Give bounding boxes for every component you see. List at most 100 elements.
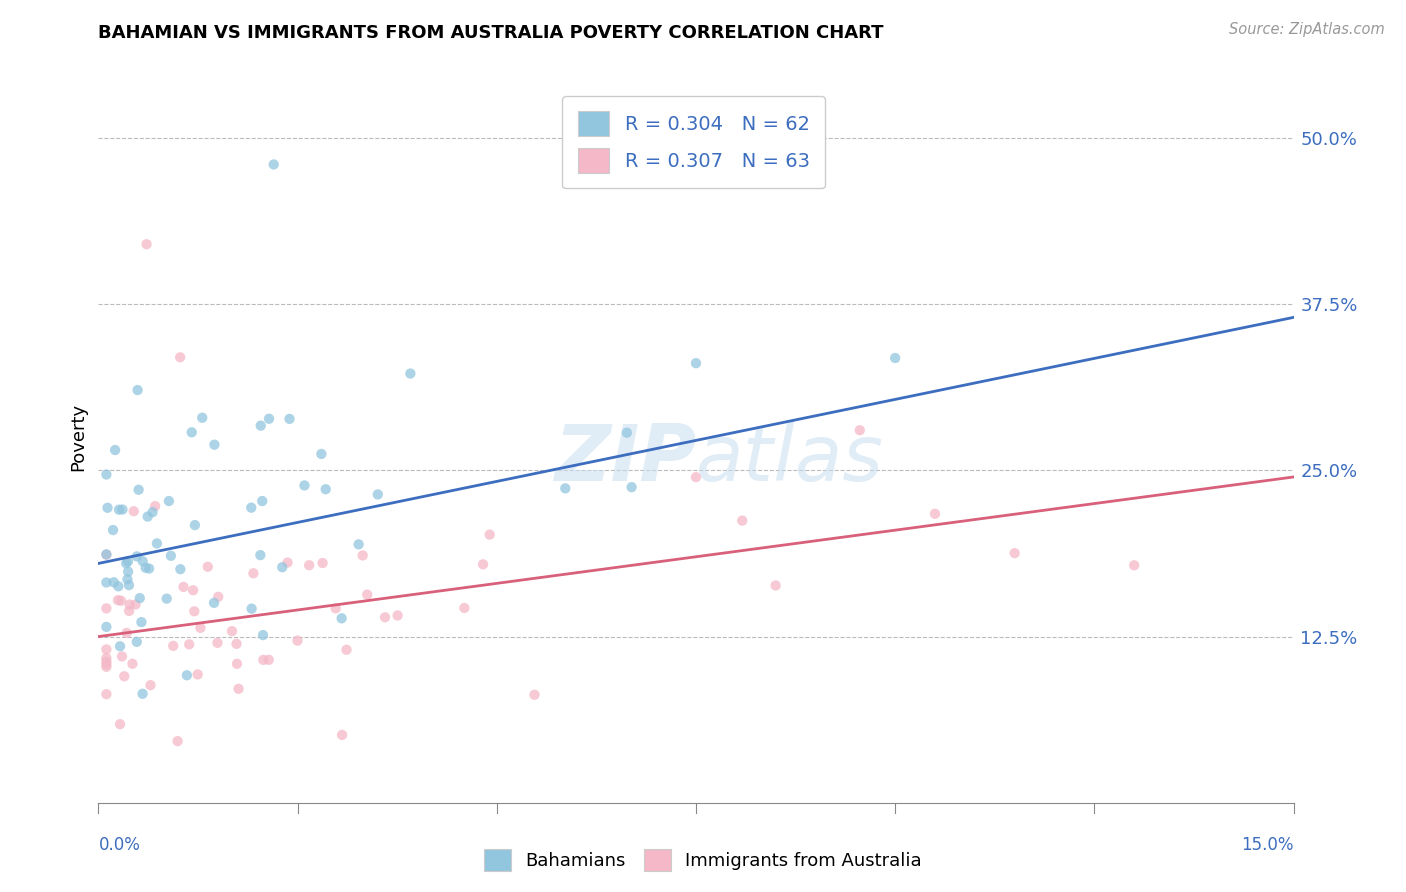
- Point: [128, 591, 150, 606]
- Point: [108, 717, 131, 731]
- Point: [179, 637, 201, 651]
- Point: [135, 561, 157, 575]
- Point: [176, 668, 198, 682]
- Point: [96, 642, 118, 657]
- Point: [191, 410, 214, 425]
- Point: [136, 509, 159, 524]
- Point: [127, 383, 149, 397]
- Point: [240, 500, 263, 515]
- Point: [849, 423, 872, 437]
- Point: [335, 642, 357, 657]
- Text: atlas: atlas: [696, 421, 884, 497]
- Point: [118, 604, 141, 618]
- Point: [294, 478, 316, 492]
- Legend: Bahamians, Immigrants from Australia: Bahamians, Immigrants from Australia: [477, 842, 929, 879]
- Point: [115, 626, 138, 640]
- Point: [166, 734, 188, 748]
- Point: [111, 502, 134, 516]
- Point: [190, 621, 212, 635]
- Text: Source: ZipAtlas.com: Source: ZipAtlas.com: [1229, 22, 1385, 37]
- Point: [472, 558, 495, 572]
- Point: [257, 411, 280, 425]
- Point: [252, 628, 274, 642]
- Point: [173, 580, 195, 594]
- Point: [523, 688, 546, 702]
- Point: [356, 588, 378, 602]
- Point: [884, 351, 907, 365]
- Point: [225, 637, 247, 651]
- Point: [96, 548, 118, 562]
- Point: [107, 593, 129, 607]
- Point: [249, 418, 271, 433]
- Point: [128, 483, 150, 497]
- Point: [96, 575, 118, 590]
- Point: [101, 523, 124, 537]
- Point: [111, 649, 134, 664]
- Point: [96, 467, 118, 482]
- Y-axis label: Poverty: Poverty: [69, 403, 87, 471]
- Point: [103, 575, 125, 590]
- Point: [221, 624, 243, 639]
- Point: [122, 504, 145, 518]
- Point: [478, 527, 501, 541]
- Point: [325, 601, 347, 615]
- Point: [117, 554, 139, 568]
- Point: [96, 651, 118, 665]
- Point: [207, 590, 229, 604]
- Point: [125, 635, 148, 649]
- Point: [96, 620, 118, 634]
- Point: [242, 566, 264, 581]
- Point: [1123, 558, 1146, 573]
- Point: [112, 669, 135, 683]
- Point: [118, 578, 141, 592]
- Point: [271, 560, 294, 574]
- Point: [399, 367, 422, 381]
- Point: [228, 681, 250, 696]
- Point: [330, 728, 353, 742]
- Point: [104, 443, 127, 458]
- Point: [311, 447, 333, 461]
- Point: [96, 687, 118, 701]
- Point: [620, 480, 643, 494]
- Point: [96, 655, 118, 669]
- Text: 15.0%: 15.0%: [1241, 836, 1294, 854]
- Point: [118, 598, 141, 612]
- Point: [249, 548, 271, 562]
- Point: [139, 678, 162, 692]
- Point: [121, 657, 143, 671]
- Point: [142, 505, 165, 519]
- Point: [180, 425, 202, 440]
- Text: 0.0%: 0.0%: [98, 836, 141, 854]
- Point: [124, 598, 146, 612]
- Point: [197, 559, 219, 574]
- Point: [367, 487, 389, 501]
- Point: [96, 500, 118, 515]
- Point: [146, 536, 169, 550]
- Point: [298, 558, 321, 573]
- Point: [277, 556, 299, 570]
- Point: [263, 157, 285, 171]
- Point: [287, 633, 309, 648]
- Point: [117, 565, 139, 579]
- Point: [765, 578, 787, 592]
- Point: [96, 660, 118, 674]
- Point: [96, 547, 118, 561]
- Point: [169, 351, 191, 365]
- Point: [131, 615, 153, 629]
- Point: [685, 356, 707, 370]
- Point: [115, 556, 138, 570]
- Point: [315, 482, 337, 496]
- Point: [731, 514, 754, 528]
- Point: [107, 579, 129, 593]
- Point: [125, 549, 148, 564]
- Point: [453, 601, 475, 615]
- Point: [160, 549, 183, 563]
- Legend: R = 0.304   N = 62, R = 0.307   N = 63: R = 0.304 N = 62, R = 0.307 N = 63: [562, 95, 825, 188]
- Point: [240, 601, 263, 615]
- Point: [387, 608, 409, 623]
- Text: BAHAMIAN VS IMMIGRANTS FROM AUSTRALIA POVERTY CORRELATION CHART: BAHAMIAN VS IMMIGRANTS FROM AUSTRALIA PO…: [98, 24, 884, 42]
- Point: [156, 591, 179, 606]
- Point: [143, 499, 166, 513]
- Point: [685, 470, 707, 484]
- Point: [226, 657, 249, 671]
